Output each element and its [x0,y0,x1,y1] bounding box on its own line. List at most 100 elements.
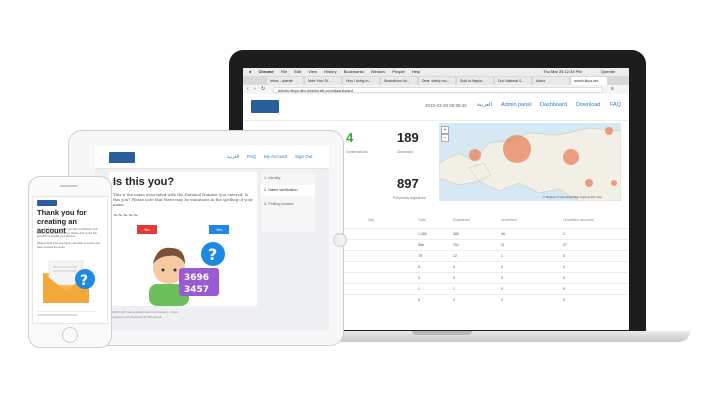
menu-edit[interactable]: Edit [294,69,302,74]
tab[interactable]: Sold in Aleppo... [457,77,493,85]
nav-admin-panel[interactable]: Admin panel [501,102,532,108]
question-icon: ? [208,245,217,264]
table-row[interactable]: 6 6 0 0 [343,261,629,273]
footer-credit: Developed and Produced by Wiredcraft [109,315,162,319]
table-row[interactable]: 1 1 0 0 [343,283,629,295]
cell: 97 [563,243,567,247]
menu-file[interactable]: File [280,69,288,74]
col-registered[interactable]: Registered [453,218,470,222]
hnec-logo[interactable] [251,100,279,113]
tab[interactable]: Inbox - quentin [267,77,303,85]
table-row[interactable]: 1,369 380 46 2 [343,228,629,240]
cell: 1 [501,254,503,258]
url-input[interactable]: admin-libya.dev.wiredcraft.com/dashboard [273,86,603,93]
cell: 0 [501,287,503,291]
zoom-in-button[interactable]: + [441,126,449,134]
menu-people[interactable]: People [392,69,405,74]
mac-menubar: ● Chrome File Edit View History Bookmark… [243,68,629,76]
site-header: 2015-03-26 08:58:46 العربية Admin panel … [243,94,629,121]
footer-line [37,314,77,316]
cell: 380 [453,232,459,236]
phone-home-button[interactable] [62,327,78,343]
step-active: 2. Name verification [261,185,315,196]
map-marker [469,149,481,161]
datetime: 2015-03-26 08:58:46 [425,103,467,108]
cell: 866 [418,243,424,247]
nav-download[interactable]: Download [576,102,601,108]
nav-arabic[interactable]: العربية [227,154,240,159]
menu-bookmarks[interactable]: Bookmarks [343,69,364,74]
map-marker [611,180,617,186]
stat-download: 189 [397,130,419,145]
hnec-logo[interactable] [109,152,135,163]
europe-map[interactable]: + − © Mapbox © OpenStreetMap Improve thi… [439,123,621,201]
hnec-logo[interactable] [37,200,57,206]
table-row[interactable]: 78 12 1 0 [343,250,629,262]
nav-faq[interactable]: FAQ [247,154,257,159]
tab[interactable]: Admo [533,77,569,85]
table-header: City Total Registered Unverified Unverif… [343,218,629,226]
col-total[interactable]: Total [418,218,426,222]
menu-icon[interactable]: ≡ [611,86,614,92]
cell: 12 [453,254,457,258]
tablet-header: العربية FAQ My Account Sign Out [95,146,329,169]
stat-label: Confirmations [346,150,368,154]
zoom-out-button[interactable]: − [441,134,449,142]
tab[interactable]: Note Your St... [305,77,341,85]
cell: 0 [453,298,455,302]
col-unverified-accounts[interactable]: Unverified accounts [563,218,594,222]
laptop-notch [412,331,472,335]
nav-sign-out[interactable]: Sign Out [295,154,313,159]
forward-icon[interactable]: › [254,86,256,92]
map-credit[interactable]: © Mapbox © OpenStreetMap Improve this ma… [543,195,602,199]
nav-dashboard[interactable]: Dashboard [540,102,567,108]
no-button[interactable]: No [137,225,157,234]
phone-speaker [60,185,78,187]
menu-help[interactable]: Help [411,69,421,74]
menu-history[interactable]: History [324,69,337,74]
tab[interactable]: Illustrations for... [381,77,417,85]
tab[interactable]: Doc National S... [495,77,531,85]
table-row[interactable]: 866 761 11 97 [343,239,629,251]
confirmation-text: An email has been sent to you with a ver… [37,228,98,239]
cell: 0 [501,265,503,269]
cell: 0 [563,276,565,280]
cell: 11 [501,243,505,247]
table-row[interactable]: 0 0 0 0 [343,294,629,306]
back-icon[interactable]: ‹ [247,86,249,92]
nav-my-account[interactable]: My Account [264,154,288,159]
arabic-name: ~~~~~ [113,212,139,219]
menu-chrome[interactable]: Chrome [258,69,274,74]
nav-faq[interactable]: FAQ [610,102,622,108]
page-title: Is this you? [113,176,175,188]
menu-window[interactable]: Window [370,69,386,74]
divider [37,311,97,312]
nav-arabic[interactable]: العربية [477,102,493,108]
confirmation-title: Thank you for creating an account [37,208,87,235]
col-unverified[interactable]: Unverified [501,218,517,222]
cell: 6 [453,265,455,269]
yes-button[interactable]: Yes [209,225,229,234]
cell: 1,369 [418,232,427,236]
tab-active[interactable]: admin-libya.dev [571,77,607,85]
cell: 46 [501,232,505,236]
cell: 2 [563,232,565,236]
map-marker [563,149,579,165]
steps-panel: 1. Identity 2. Name verification 3. Poll… [261,172,315,232]
cell: 6 [418,265,420,269]
tab[interactable]: Dear, safety mo... [419,77,455,85]
tablet-screen: العربية FAQ My Account Sign Out Is this … [95,146,329,331]
tab[interactable]: How I doing m... [343,77,379,85]
user-name[interactable]: Quentin [601,69,616,74]
envelope-illustration: ? [43,260,95,303]
apple-icon[interactable]: ● [249,69,252,74]
step-name-verification: 2. Name verification [264,188,298,192]
menu-view[interactable]: View [308,69,318,74]
reload-icon[interactable]: ↻ [261,86,266,92]
map-marker [605,127,613,135]
table-row[interactable]: 3 3 0 0 [343,272,629,284]
cell: 0 [501,298,503,302]
col-city[interactable]: City [368,218,375,222]
tablet-home-button[interactable] [333,233,347,247]
main-card: Is this you? This is the name associated… [109,172,257,306]
